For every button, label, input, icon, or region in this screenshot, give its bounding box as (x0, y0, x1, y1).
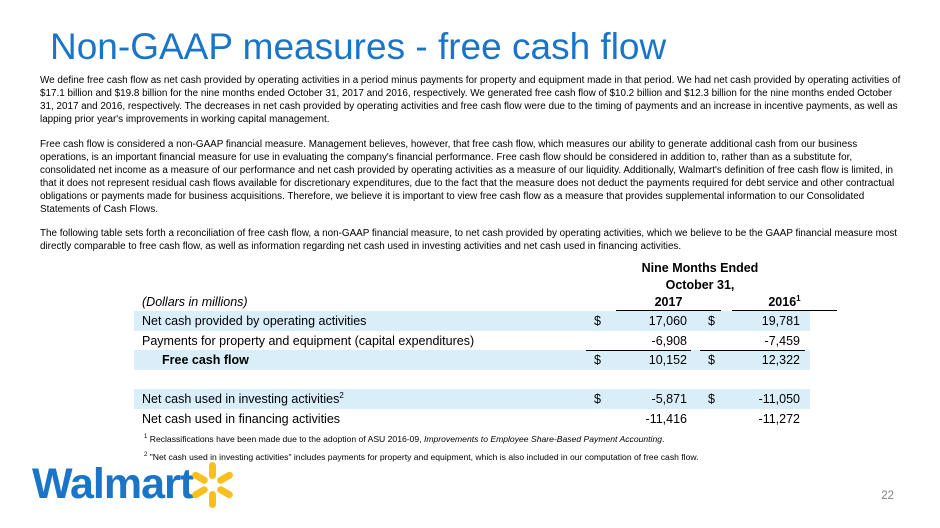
footnote-2: 2 "Net cash used in investing activities… (144, 452, 699, 462)
value-2016: -11,050 (758, 392, 800, 406)
paragraph-non-gaap: Free cash flow is considered a non-GAAP … (40, 139, 895, 215)
currency-symbol: $ (594, 353, 601, 367)
table-row: Net cash used in financing activities -1… (134, 409, 810, 429)
value-2016: -11,272 (758, 412, 800, 426)
paragraph-reconciliation: The following table sets forth a reconci… (40, 228, 898, 252)
slide-title: Non-GAAP measures - free cash flow (50, 26, 667, 67)
row-label: Payments for property and equipment (cap… (142, 334, 475, 348)
value-2016: -7,459 (764, 334, 800, 348)
spark-icon (192, 462, 233, 508)
currency-symbol: $ (594, 392, 601, 406)
units-label: (Dollars in millions) (142, 295, 248, 309)
value-2017: -5,871 (651, 392, 687, 406)
table-row: Net cash used in investing activities2 $… (134, 389, 810, 409)
row-label: Net cash used in investing activities2 (142, 390, 344, 406)
total-rule (700, 350, 805, 371)
table-group-header: Nine Months Ended (641, 261, 759, 275)
footnote-1: 1 Reclassifications have been made due t… (144, 434, 665, 444)
table-header-row: (Dollars in millions) 2017 20161 (134, 292, 837, 311)
footnote-ref: 2 (339, 390, 344, 400)
page-number: 22 (881, 490, 894, 502)
row-label: Net cash provided by operating activitie… (142, 314, 367, 328)
currency-symbol: $ (708, 353, 715, 367)
value-2016: 12,322 (761, 353, 800, 367)
value-2016: 19,781 (761, 314, 800, 328)
table-group-subheader: October 31, (665, 278, 735, 292)
column-header-2016: 20161 (732, 293, 837, 311)
total-rule (586, 350, 691, 371)
walmart-logo: Walmart (32, 460, 242, 508)
logo-wordmark: Walmart (32, 460, 194, 508)
row-label: Free cash flow (162, 353, 249, 367)
table-row: Payments for property and equipment (cap… (134, 331, 810, 351)
currency-symbol: $ (708, 314, 715, 328)
column-header-2017: 2017 (616, 295, 721, 311)
paragraph-definition: We define free cash flow as net cash pro… (40, 75, 901, 125)
value-2017: 17,060 (648, 314, 687, 328)
table-row: Net cash provided by operating activitie… (134, 311, 810, 331)
row-label: Net cash used in financing activities (142, 412, 341, 426)
currency-symbol: $ (594, 314, 601, 328)
value-2017: -6,908 (651, 334, 687, 348)
footnote-ref: 1 (796, 293, 801, 303)
currency-symbol: $ (708, 392, 715, 406)
table-row-total: Free cash flow $ 10,152 $ 12,322 (134, 350, 810, 370)
value-2017: -11,416 (645, 412, 687, 426)
value-2017: 10,152 (648, 353, 687, 367)
